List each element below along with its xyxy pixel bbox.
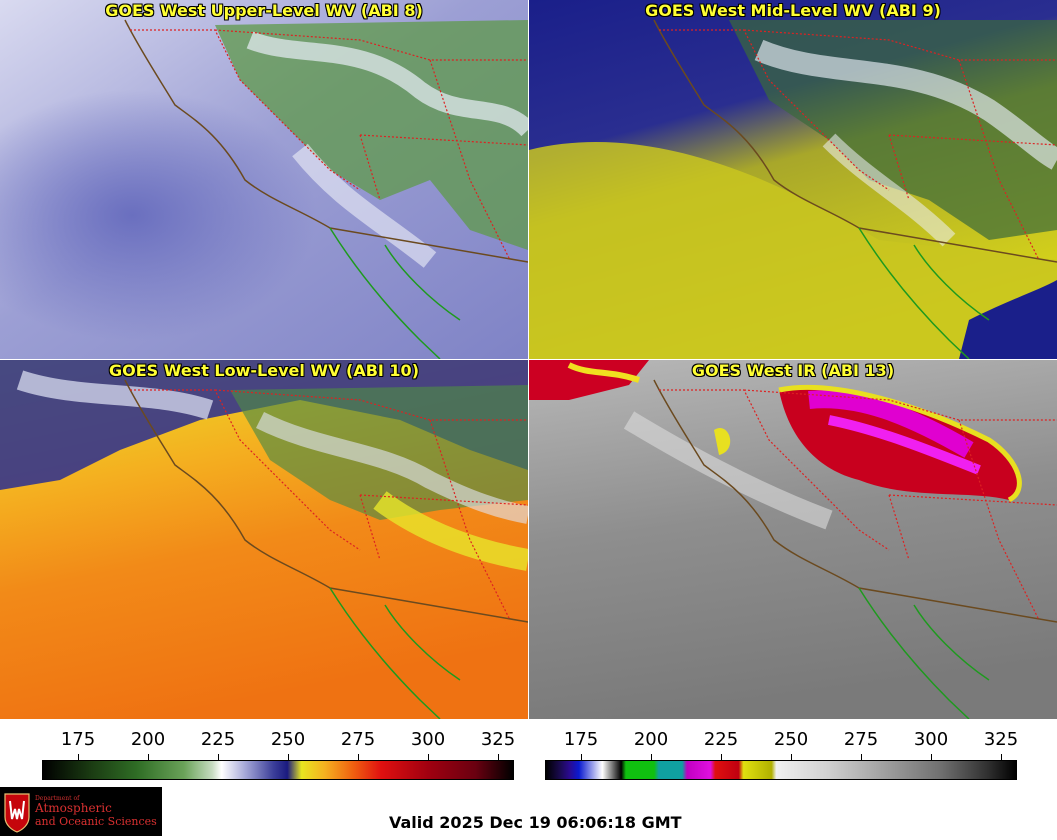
tick-mark [428, 754, 429, 760]
panel-title: GOES West Low-Level WV (ABI 10) [108, 361, 419, 380]
tick-mark [218, 754, 219, 760]
tick-mark [931, 754, 932, 760]
tick-mark [78, 754, 79, 760]
tick-label: 325 [983, 729, 1019, 750]
tick-mark [721, 754, 722, 760]
panel-upper-level-wv: GOES West Upper-Level WV (ABI 8) [0, 0, 528, 359]
tick-mark [288, 754, 289, 760]
colorbar-wv: 175 200 225 250 275 300 325 [0, 720, 528, 782]
uw-crest-icon [4, 793, 30, 833]
tick-label: 200 [130, 729, 166, 750]
panel-ir: GOES West IR (ABI 13) [529, 360, 1057, 719]
tick-label: 325 [480, 729, 516, 750]
tick-label: 175 [563, 729, 599, 750]
tick-label: 250 [270, 729, 306, 750]
colorbar-ir: 175 200 225 250 275 300 325 [529, 720, 1057, 782]
tick-label: 300 [913, 729, 949, 750]
tick-mark [861, 754, 862, 760]
tick-label: 250 [773, 729, 809, 750]
upper-level-wv-image [0, 0, 528, 359]
tick-mark [1001, 754, 1002, 760]
colorbar-wv-scale [42, 760, 514, 780]
tick-mark [498, 754, 499, 760]
colorbar-ir-scale [545, 760, 1017, 780]
tick-label: 300 [410, 729, 446, 750]
tick-mark [581, 754, 582, 760]
logo-line2-text: and Oceanic Sciences [35, 815, 157, 828]
tick-label: 225 [703, 729, 739, 750]
tick-label: 275 [340, 729, 376, 750]
tick-label: 225 [200, 729, 236, 750]
aos-logo: Department of Atmospheric and Oceanic Sc… [0, 787, 162, 836]
logo-line1-text: Atmospheric [35, 801, 112, 815]
panel-title: GOES West Upper-Level WV (ABI 8) [105, 1, 423, 20]
tick-mark [358, 754, 359, 760]
tick-label: 200 [633, 729, 669, 750]
mid-level-wv-image [529, 0, 1057, 359]
valid-time-label: Valid 2025 Dec 19 06:06:18 GMT [389, 813, 682, 832]
tick-mark [651, 754, 652, 760]
tick-mark [148, 754, 149, 760]
panel-title: GOES West Mid-Level WV (ABI 9) [645, 1, 941, 20]
tick-mark [791, 754, 792, 760]
tick-label: 175 [60, 729, 96, 750]
panel-title: GOES West IR (ABI 13) [691, 361, 895, 380]
ir-image [529, 360, 1057, 719]
tick-label: 275 [843, 729, 879, 750]
panel-mid-level-wv: GOES West Mid-Level WV (ABI 9) [529, 0, 1057, 359]
panel-low-level-wv: GOES West Low-Level WV (ABI 10) [0, 360, 528, 719]
logo-dept-text: Department of [35, 795, 80, 802]
low-level-wv-image [0, 360, 528, 719]
